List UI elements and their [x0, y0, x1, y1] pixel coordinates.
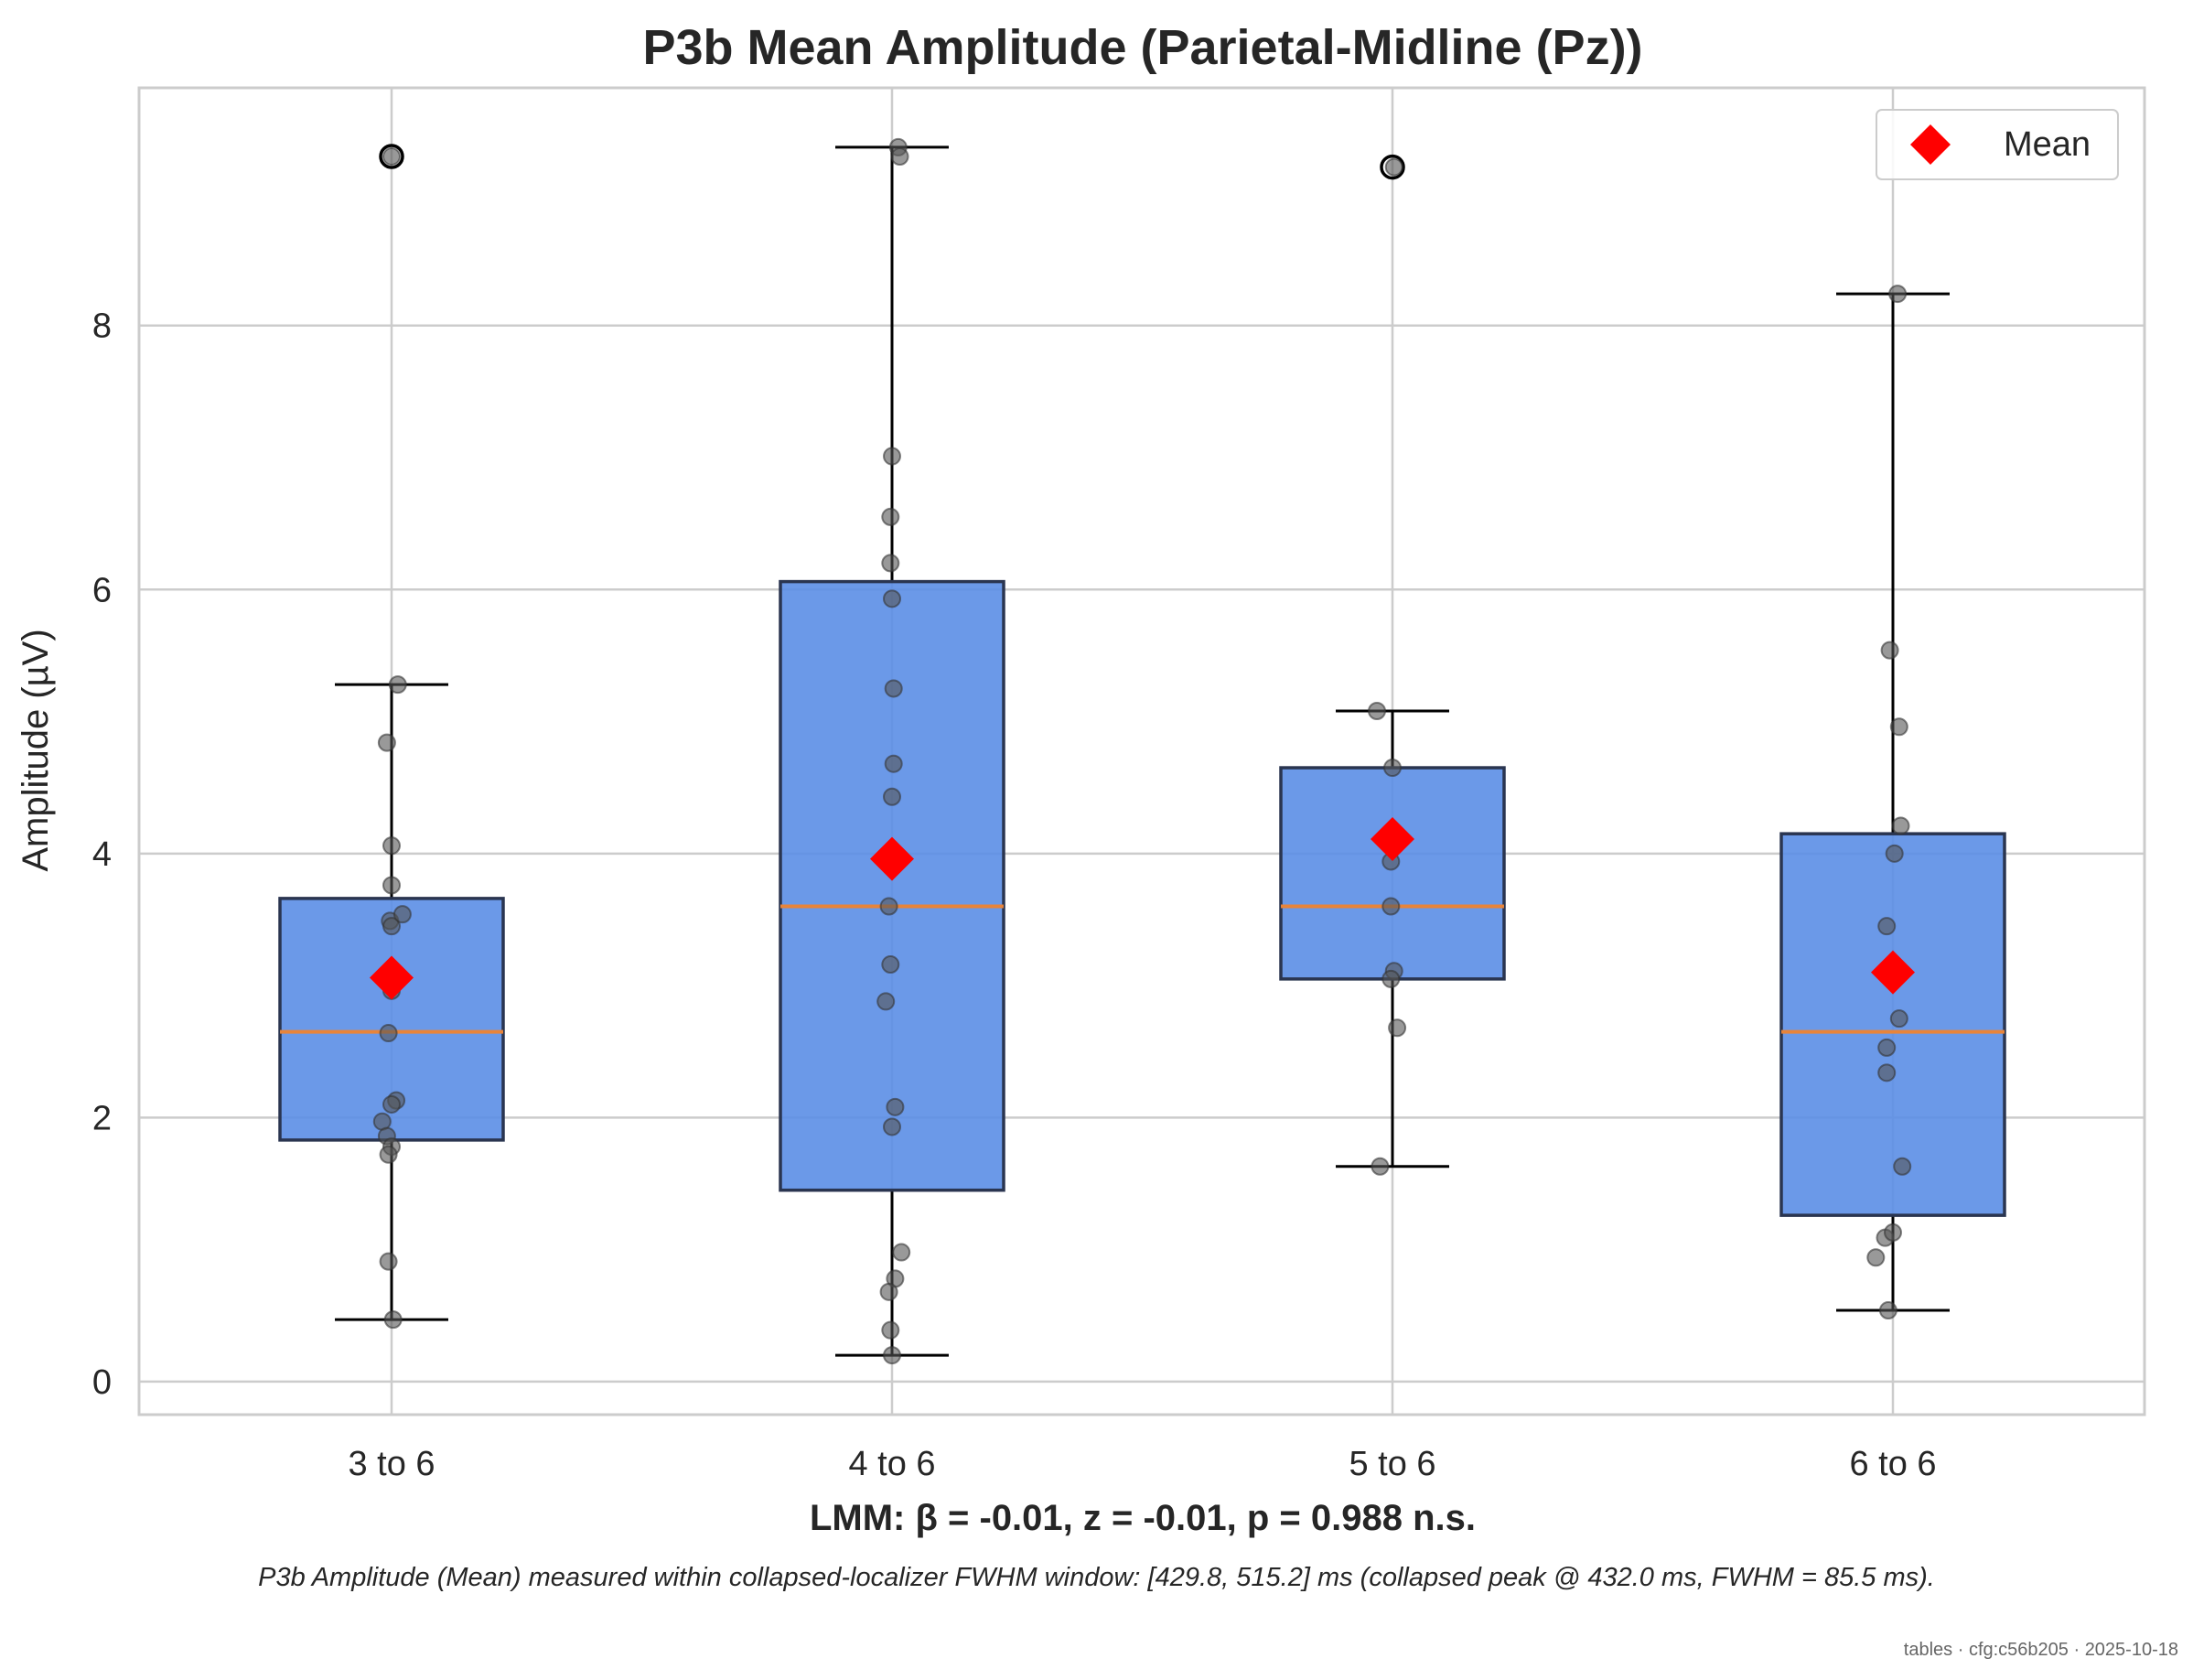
data-point [1884, 1222, 1902, 1242]
x-tick-label: 5 to 6 [1349, 1445, 1435, 1483]
data-point [1889, 717, 1908, 737]
data-point [1368, 701, 1386, 720]
data-point [1371, 1157, 1390, 1176]
x-tick-label: 3 to 6 [348, 1445, 435, 1483]
legend-entry-mean: Mean [2004, 125, 2091, 164]
mean-marker [1371, 816, 1414, 861]
data-point [881, 955, 900, 975]
boxes [278, 144, 2006, 1357]
legend: Mean [1876, 109, 2119, 180]
data-point [1388, 1018, 1407, 1038]
data-point [382, 876, 401, 895]
y-tick-label: 6 [92, 571, 112, 609]
data-point [892, 1243, 911, 1262]
data-point [1877, 1038, 1897, 1057]
data-point [883, 589, 901, 608]
data-point [1383, 759, 1402, 778]
mean-marker [370, 955, 414, 1000]
data-point [884, 679, 903, 698]
data-point [1891, 816, 1910, 835]
data-point [379, 1024, 398, 1043]
y-tick-label: 8 [92, 307, 112, 346]
data-point [883, 447, 901, 466]
plot-frame [137, 86, 2146, 1416]
data-point [1889, 1009, 1908, 1028]
data-point [1893, 1157, 1912, 1176]
x-tick-label: 6 to 6 [1849, 1445, 1936, 1483]
y-tick-labels: 0 2 4 6 8 [92, 307, 112, 1402]
data-point [890, 147, 909, 167]
legend-frame [1876, 109, 2119, 180]
data-point [382, 147, 401, 167]
data-point [377, 733, 396, 752]
data-point [1878, 1301, 1897, 1320]
data-point [883, 787, 901, 806]
data-point [881, 1320, 900, 1340]
data-point [876, 992, 896, 1011]
data-point [879, 1282, 898, 1301]
x-tick-labels: 3 to 6 4 to 6 5 to 6 6 to 6 [348, 1445, 1936, 1483]
data-point [1880, 641, 1899, 660]
data-point [388, 675, 407, 695]
data-point [1877, 917, 1897, 936]
outlier-marker [379, 144, 404, 169]
y-tick-label: 2 [92, 1099, 112, 1137]
data-point [883, 1117, 901, 1136]
data-point [382, 1094, 401, 1114]
x-tick-label: 4 to 6 [848, 1445, 935, 1483]
data-point [382, 917, 401, 936]
y-tick-label: 4 [92, 835, 112, 874]
data-point [1384, 157, 1403, 177]
lmm-stat-annotation: LMM: β = -0.01, z = -0.01, p = 0.988 n.s… [810, 1498, 1476, 1538]
y-tick-label: 0 [92, 1363, 112, 1402]
data-point [379, 1252, 398, 1271]
data-point [1888, 285, 1908, 304]
data-point [392, 905, 412, 924]
outlier-marker [1380, 154, 1405, 180]
data-point [1877, 1063, 1897, 1082]
data-points [372, 137, 1912, 1365]
data-point [886, 1097, 905, 1116]
data-point [1866, 1248, 1886, 1267]
data-point [383, 1310, 403, 1330]
y-axis-label: Amplitude (µV) [16, 629, 56, 871]
data-point [883, 1346, 901, 1365]
build-stamp: tables · cfg:c56b205 · 2025-10-18 [1903, 1640, 2178, 1660]
data-point [881, 507, 900, 526]
mean-markers [370, 816, 1915, 1000]
mean-marker [870, 836, 914, 881]
chart-title: P3b Mean Amplitude (Parietal-Midline (Pz… [642, 20, 1642, 75]
data-point [379, 1145, 398, 1164]
data-point [879, 897, 898, 916]
data-point [1381, 969, 1401, 988]
figure-caption: P3b Amplitude (Mean) measured within col… [258, 1563, 1935, 1592]
data-point [382, 836, 401, 856]
data-point [1381, 897, 1401, 916]
data-point [884, 754, 903, 773]
data-point [1885, 844, 1904, 863]
legend-mean-marker [1910, 124, 1951, 165]
data-point [881, 554, 900, 573]
iqr-box [1279, 766, 1506, 981]
mean-marker [1871, 950, 1915, 995]
